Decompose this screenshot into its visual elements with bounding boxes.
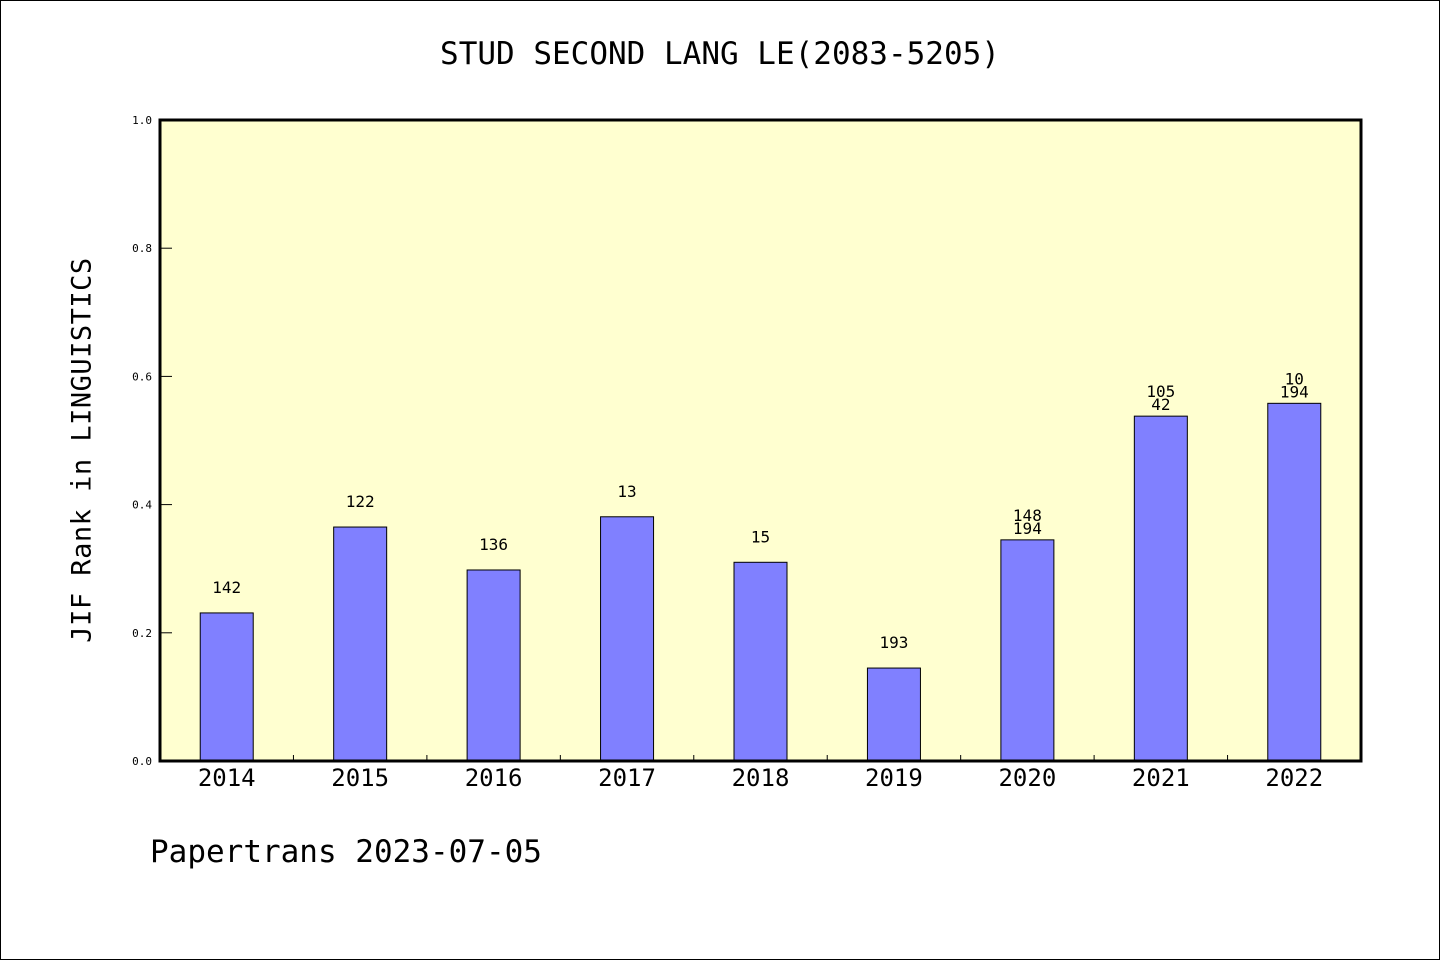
x-tick-label: 2022: [1265, 764, 1323, 792]
chart-title: STUD SECOND LANG LE(2083-5205): [440, 36, 1000, 72]
y-tick-label: 0.4: [132, 499, 152, 512]
x-tick-label: 2018: [732, 764, 790, 792]
data-label: 122: [346, 492, 375, 511]
data-label: 194: [1280, 382, 1309, 401]
data-label: 13: [617, 482, 636, 501]
x-tick-label: 2019: [865, 764, 923, 792]
data-label: 15: [751, 527, 770, 546]
data-label: 136: [479, 535, 508, 554]
data-label: 42: [1151, 395, 1170, 414]
x-tick-label: 2017: [598, 764, 656, 792]
bar: [1000, 539, 1055, 762]
bar: [1133, 415, 1188, 762]
y-tick-label: 0.0: [132, 755, 152, 768]
bar: [466, 569, 521, 762]
y-tick-label: 0.8: [132, 242, 152, 255]
x-tick-label: 2014: [198, 764, 256, 792]
y-tick-label: 1.0: [132, 114, 152, 127]
y-tick-label: 0.2: [132, 627, 152, 640]
footer-text: Papertrans 2023-07-05: [150, 834, 542, 870]
plot-border: [158, 118, 1363, 763]
bar: [866, 667, 921, 762]
x-tick-label: 2015: [331, 764, 389, 792]
data-label: 148: [1013, 506, 1042, 525]
x-tick-label: 2016: [465, 764, 523, 792]
data-label: 105: [1146, 382, 1175, 401]
data-label: 193: [879, 633, 908, 652]
y-tick-label: 0.6: [132, 370, 152, 383]
bar: [733, 561, 788, 762]
x-tick-label: 2020: [998, 764, 1056, 792]
bar: [1267, 402, 1322, 762]
data-label: 10: [1285, 369, 1304, 388]
data-label: 194: [1013, 519, 1042, 538]
data-label: 142: [212, 578, 241, 597]
bar: [333, 526, 388, 762]
bar: [199, 612, 254, 762]
bar: [600, 516, 655, 762]
x-tick-label: 2021: [1132, 764, 1190, 792]
